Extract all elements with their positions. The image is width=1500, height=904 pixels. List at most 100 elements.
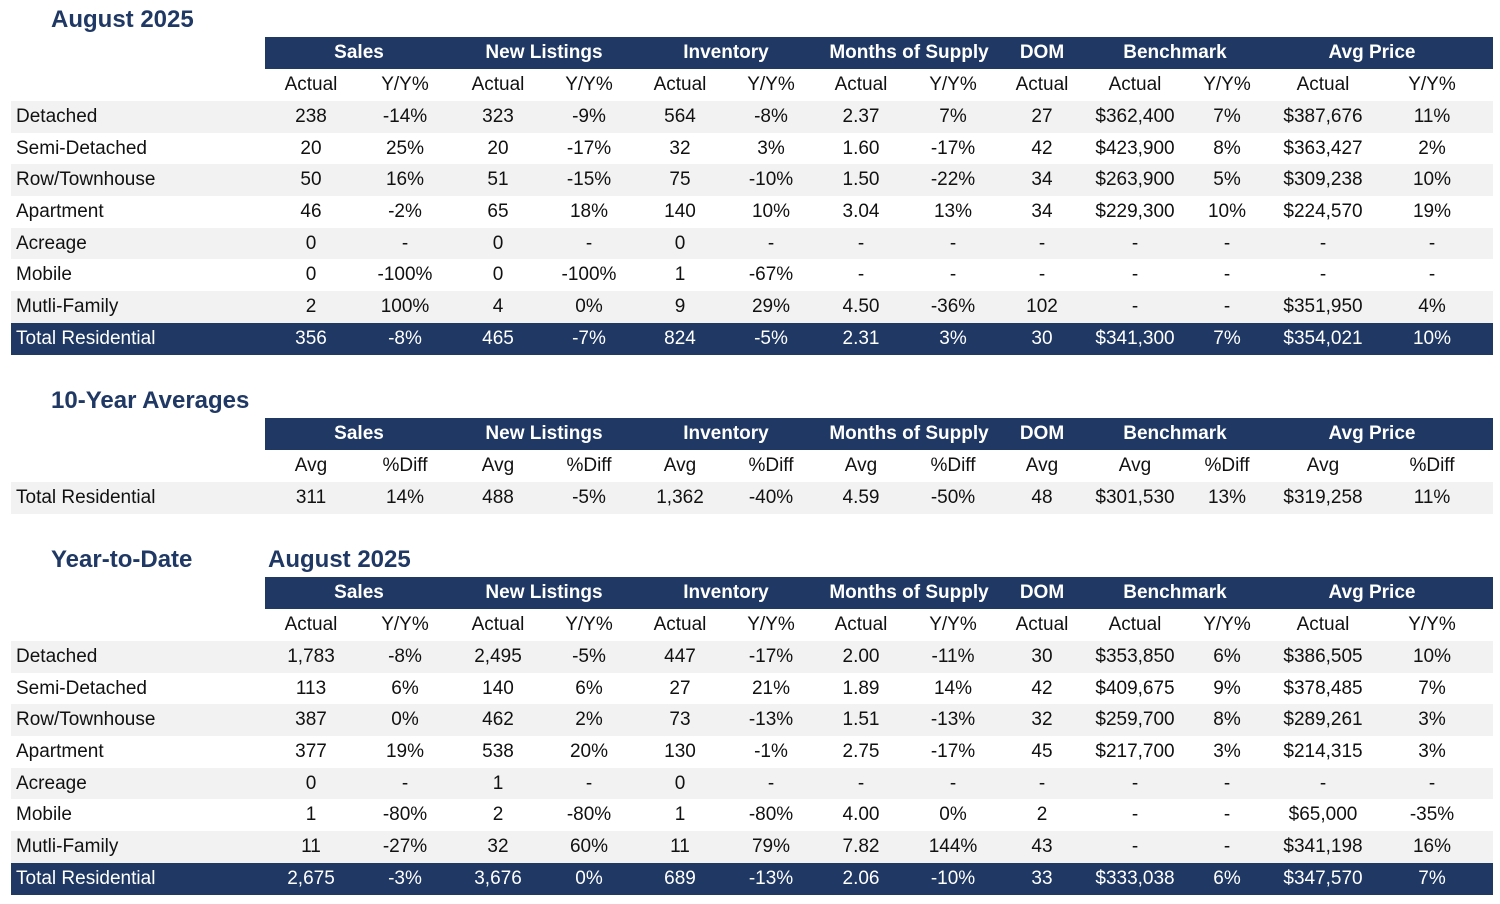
table-cell: 9	[674, 296, 686, 318]
table-cell: 1,362	[656, 487, 704, 508]
table-cell: $263,900	[1095, 169, 1175, 191]
row-label: Apartment	[16, 201, 104, 223]
column-subheader: Actual	[653, 74, 707, 95]
table-cell: 1.89	[842, 677, 880, 699]
table-cell: -	[949, 232, 957, 254]
table-cell: 1.60	[842, 137, 880, 159]
table-cell: 377	[295, 741, 327, 763]
table-cell: 0%	[939, 804, 967, 826]
total-cell: -13%	[748, 867, 794, 889]
table-cell: -80%	[566, 804, 612, 826]
table-cell: 18%	[569, 201, 609, 223]
ten-year-title: 10-Year Averages	[51, 387, 250, 414]
table-cell: 2.75	[842, 741, 880, 763]
column-subheader: Actual	[653, 614, 707, 635]
row-label: Mobile	[16, 804, 72, 826]
table-cell: 7%	[1213, 106, 1241, 127]
group-header-avg-price: Avg Price	[1328, 42, 1416, 63]
table-cell: $65,000	[1288, 804, 1358, 826]
group-header-months-of-supply: Months of Supply	[829, 42, 989, 63]
table-cell: 16%	[385, 169, 425, 191]
column-subheader: Y/Y%	[1408, 614, 1456, 635]
total-cell: 2.31	[842, 327, 880, 349]
table-cell: 1	[674, 804, 686, 826]
table-cell: -50%	[930, 487, 976, 508]
table-cell: 0%	[391, 709, 419, 731]
table-cell: 13%	[1207, 487, 1247, 508]
total-cell: 7%	[1418, 867, 1446, 889]
table-cell: 43	[1031, 836, 1053, 858]
column-subheader: Actual	[1015, 74, 1069, 95]
group-header-avg-price: Avg Price	[1328, 582, 1416, 603]
table-cell: 6%	[1213, 646, 1241, 667]
group-header-inventory: Inventory	[683, 582, 769, 603]
table-cell: -14%	[382, 106, 428, 127]
row-label: Mutli-Family	[16, 296, 119, 318]
table-cell: 48	[1031, 487, 1053, 508]
table-row: Row/Townhouse 50 16% 51 -15% 75 -10% 1.50 -22% 34…	[11, 164, 1493, 197]
total-cell: 689	[664, 867, 696, 889]
table-cell: -22%	[930, 169, 976, 191]
table-cell: 2%	[1418, 137, 1446, 159]
row-label: Semi-Detached	[16, 677, 147, 699]
table-cell: 10%	[751, 201, 791, 223]
group-header-new-listings: New Listings	[485, 582, 603, 603]
table-cell: 100%	[380, 296, 430, 318]
table-cell: -	[1131, 772, 1139, 794]
table-body: Total Residential 311 14% 488 -5% 1,362 -40% 4.…	[11, 482, 1493, 514]
table-cell: 19%	[1412, 201, 1452, 223]
column-subheader: %Diff	[1204, 455, 1250, 476]
column-subheader: Y/Y%	[381, 74, 429, 95]
table-cell: -15%	[566, 169, 612, 191]
subheader-row: Avg %Diff Avg %Diff Avg %Diff Avg %Diff Avg Avg %D…	[11, 450, 1493, 482]
column-subheader: Y/Y%	[929, 614, 977, 635]
table-cell: -2%	[388, 201, 422, 223]
total-cell: -8%	[388, 327, 422, 349]
table-cell: 4.00	[842, 804, 880, 826]
column-subheader: Actual	[471, 614, 525, 635]
table-cell: 2.00	[842, 646, 880, 667]
row-label: Apartment	[16, 741, 104, 763]
table-row: Apartment 377 19% 538 20% 130 -1% 2.75 -17% 45 $21…	[11, 736, 1493, 768]
table-cell: -	[1428, 772, 1436, 794]
column-subheader: Actual	[834, 74, 888, 95]
row-label: Total Residential	[16, 487, 156, 508]
table-cell: 0%	[575, 296, 603, 318]
table-cell: 2,495	[474, 646, 522, 667]
column-subheader: Y/Y%	[565, 74, 613, 95]
table-cell: 11%	[1413, 106, 1451, 127]
column-subheader: Actual	[1108, 74, 1162, 95]
table-cell: -	[1223, 804, 1231, 826]
group-header-inventory: Inventory	[683, 423, 769, 444]
group-header-new-listings: New Listings	[485, 42, 603, 63]
table-cell: -	[767, 772, 775, 794]
table-cell: -	[401, 232, 409, 254]
table-row: Mobile 0 -100% 0 -100% 1 -67% - - - - - - -	[11, 259, 1493, 291]
table-cell: -	[1131, 296, 1139, 318]
table-cell: 4.59	[842, 487, 880, 508]
table-cell: 10%	[1412, 646, 1452, 667]
table-cell: 387	[295, 709, 327, 731]
table-cell: 0	[674, 772, 686, 794]
group-header-benchmark: Benchmark	[1123, 42, 1227, 63]
table-cell: 42	[1031, 677, 1053, 699]
table-cell: 144%	[928, 836, 978, 858]
group-header-avg-price: Avg Price	[1328, 423, 1416, 444]
total-cell: -5%	[754, 327, 788, 349]
monthly-title: August 2025	[51, 6, 194, 33]
column-subheader: Avg	[1306, 455, 1340, 476]
table-cell: 79%	[751, 836, 791, 858]
table-cell: -	[1223, 296, 1231, 318]
table-cell: -36%	[930, 296, 976, 318]
table-cell: $363,427	[1283, 137, 1363, 159]
table-cell: 3%	[1213, 741, 1241, 763]
table-cell: 42	[1031, 137, 1053, 159]
table-cell: 20%	[569, 741, 609, 763]
row-label: Acreage	[16, 772, 87, 794]
table-cell: -5%	[572, 487, 606, 508]
table-cell: 1	[305, 804, 317, 826]
table-cell: 140	[664, 201, 696, 223]
table-cell: $362,400	[1095, 106, 1175, 127]
table-cell: -35%	[1409, 804, 1455, 826]
total-cell: 7%	[1213, 327, 1241, 349]
